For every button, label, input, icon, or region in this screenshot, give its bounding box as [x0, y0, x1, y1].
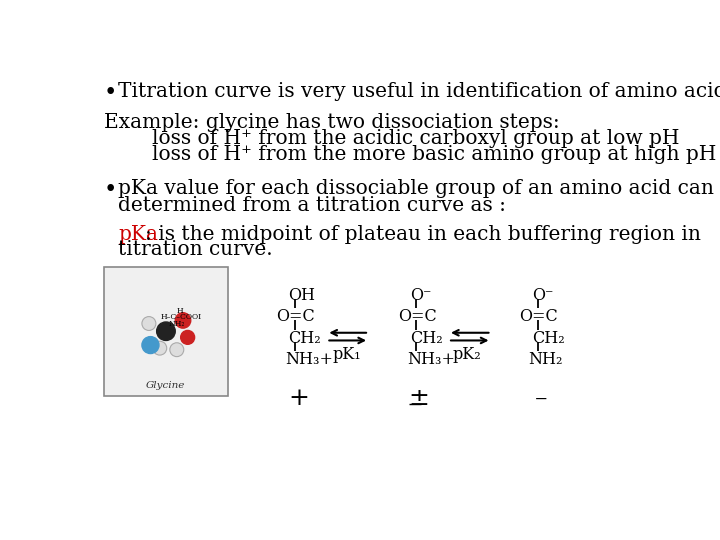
Text: Example: glycine has two dissociation steps:: Example: glycine has two dissociation st…: [104, 112, 559, 132]
Text: •: •: [104, 82, 117, 104]
Text: O⁻: O⁻: [410, 287, 431, 303]
Text: pKa value for each dissociable group of an amino acid can be: pKa value for each dissociable group of …: [118, 179, 720, 198]
Text: CH₂: CH₂: [289, 330, 321, 347]
Circle shape: [157, 322, 175, 340]
Circle shape: [181, 330, 194, 345]
Text: CH₂: CH₂: [532, 330, 564, 347]
Text: H–C–COOI: H–C–COOI: [161, 313, 202, 321]
Text: loss of H⁺ from the acidic carboxyl group at low pH: loss of H⁺ from the acidic carboxyl grou…: [152, 130, 680, 148]
Text: OH: OH: [289, 287, 315, 303]
Text: O=C: O=C: [276, 308, 315, 325]
Text: •: •: [104, 179, 117, 201]
Circle shape: [142, 336, 159, 354]
Text: loss of H⁺ from the more basic amino group at high pH: loss of H⁺ from the more basic amino gro…: [152, 145, 716, 164]
Text: pK₁: pK₁: [333, 346, 361, 363]
Text: NH₃+: NH₃+: [285, 351, 333, 368]
Text: Titration curve is very useful in identification of amino acid .: Titration curve is very useful in identi…: [118, 82, 720, 101]
Text: ±: ±: [408, 387, 429, 410]
Text: +: +: [289, 387, 310, 410]
Bar: [104, 267, 228, 396]
Text: CH₂: CH₂: [410, 330, 443, 347]
Text: Glycine: Glycine: [146, 381, 186, 390]
Text: NH₂: NH₂: [528, 351, 563, 368]
Text: O⁻: O⁻: [532, 287, 553, 303]
Circle shape: [153, 341, 167, 355]
Text: pKa: pKa: [118, 225, 158, 244]
Text: : is the midpoint of plateau in each buffering region in: : is the midpoint of plateau in each buf…: [145, 225, 701, 244]
Text: O=C: O=C: [397, 308, 436, 325]
Text: –: –: [535, 387, 547, 410]
Circle shape: [142, 316, 156, 330]
Circle shape: [170, 343, 184, 356]
Text: determined from a titration curve as :: determined from a titration curve as :: [118, 195, 506, 215]
Text: O=C: O=C: [519, 308, 558, 325]
Text: NH₂: NH₂: [168, 320, 185, 328]
Text: NH₃+: NH₃+: [407, 351, 455, 368]
Text: pK₂: pK₂: [453, 346, 482, 363]
Circle shape: [175, 313, 191, 328]
Text: titration curve.: titration curve.: [118, 240, 273, 259]
Text: H: H: [176, 307, 183, 315]
